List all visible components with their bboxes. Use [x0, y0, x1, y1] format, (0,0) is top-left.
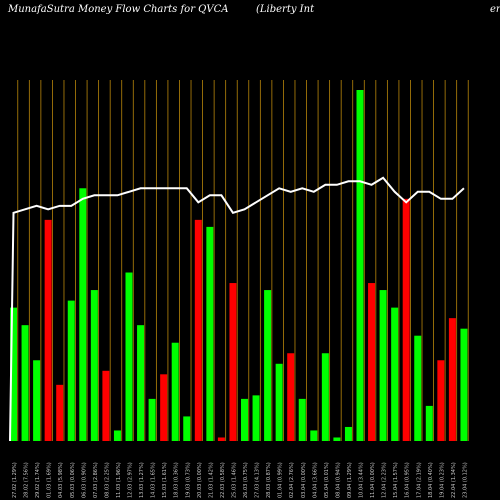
x-tick-label: 14.03 (1.65%)	[151, 462, 157, 498]
x-tick-label: 12.04 (2.23%)	[382, 462, 388, 498]
bar	[171, 342, 179, 441]
x-tick-label: 07.03 (2.86%)	[93, 462, 99, 498]
bar	[125, 272, 133, 441]
bar	[448, 318, 456, 441]
x-tick-label: 12.03 (2.97%)	[128, 462, 134, 498]
x-tick-label: 11.04 (0.00%)	[370, 462, 376, 498]
x-tick-label: 06.03 (0.90%)	[81, 462, 87, 498]
bar	[206, 226, 214, 441]
bar	[275, 363, 283, 441]
bar	[229, 283, 237, 441]
bar	[264, 290, 272, 441]
x-tick-label: 02.04 (2.76%)	[289, 462, 295, 498]
chart-title: MunafaSutra Money Flow Charts for QVCA	[8, 4, 229, 15]
bar	[368, 283, 376, 441]
bar	[90, 290, 98, 441]
bar	[102, 370, 110, 441]
bar	[437, 360, 445, 441]
bar	[379, 290, 387, 441]
grid-layer	[17, 80, 469, 441]
bar	[333, 437, 341, 441]
bar	[252, 395, 260, 441]
x-tick-label: 19.04 (0.23%)	[439, 462, 445, 498]
x-tick-label: 15.04 (1.57%)	[393, 462, 399, 498]
bar	[194, 219, 202, 441]
bar	[21, 325, 29, 441]
bar	[137, 325, 145, 441]
x-tick-label: 03.04 (0.00%)	[301, 462, 307, 498]
bar	[217, 437, 225, 441]
line-layer	[9, 176, 465, 442]
x-tick-label: 22.04 (1.34%)	[451, 462, 457, 498]
x-tick-label: 26.03 (0.75%)	[243, 462, 249, 498]
x-tick-label: 15.03 (1.61%)	[162, 462, 168, 498]
x-tick-label: 19.03 (0.73%)	[185, 462, 191, 498]
x-tick-label: 01.03 (1.69%)	[47, 462, 53, 498]
chart-subtitle: (Liberty Int	[256, 4, 315, 15]
bar	[160, 374, 168, 441]
chart-subtitle-tail: er	[490, 4, 500, 15]
bar	[183, 416, 191, 441]
bar	[402, 198, 410, 441]
bar	[321, 353, 329, 441]
x-tick-label: 25.03 (1.46%)	[231, 462, 237, 498]
bar	[287, 353, 295, 441]
x-tick-label: 05.04 (0.01%)	[324, 462, 330, 498]
bar	[33, 360, 41, 441]
x-tick-label: 08.03 (2.25%)	[104, 462, 110, 498]
bar	[79, 188, 87, 441]
x-tick-label: 17.04 (2.19%)	[416, 462, 422, 498]
x-tick-label: 28.02 (7.56%)	[24, 462, 30, 498]
bar	[241, 398, 248, 441]
bar	[310, 430, 318, 441]
x-tick-label: 18.04 (0.40%)	[428, 462, 434, 498]
x-tick-label: 22.03 (0.58%)	[220, 462, 226, 498]
bar	[298, 398, 306, 441]
bar	[344, 426, 352, 441]
x-tick-label: 29.02 (1.74%)	[35, 462, 41, 498]
bar	[356, 90, 364, 441]
x-tick-label: 05.03 (0.06%)	[70, 462, 76, 498]
x-tick-label: 16.04 (0.95%)	[405, 462, 411, 498]
x-tick-label: 23.04 (0.12%)	[462, 462, 468, 498]
bar	[414, 335, 422, 441]
x-tick-label: 13.03 (1.27%)	[139, 462, 145, 498]
bar-layer	[10, 90, 468, 441]
x-tick-label: 10.04 (3.44%)	[359, 462, 365, 498]
bar	[67, 300, 75, 441]
x-label-layer: 27.02 (1.29%) 28.02 (7.56%) 29.02 (1.74%) 0…	[12, 462, 468, 498]
x-tick-label: 04.03 (5.98%)	[58, 462, 64, 498]
money-flow-line	[9, 176, 465, 442]
x-tick-label: 27.02 (1.29%)	[12, 462, 18, 498]
x-tick-label: 01.04 (0.99%)	[278, 462, 284, 498]
x-tick-label: 20.03 (0.00%)	[197, 462, 203, 498]
x-tick-label: 08.04 (0.94%)	[335, 462, 341, 498]
x-tick-label: 28.03 (0.87%)	[266, 462, 272, 498]
bar	[44, 219, 52, 441]
x-tick-label: 21.03 (1.42%)	[208, 462, 214, 498]
bar	[10, 307, 17, 441]
x-tick-label: 09.04 (1.29%)	[347, 462, 353, 498]
bar	[460, 328, 468, 441]
bar	[148, 398, 156, 441]
x-tick-label: 18.03 (0.36%)	[174, 462, 180, 498]
bar	[391, 307, 399, 441]
x-tick-label: 04.04 (3.66%)	[312, 462, 318, 498]
bar	[56, 384, 64, 441]
x-tick-label: 11.03 (1.96%)	[116, 462, 122, 498]
x-tick-label: 27.03 (4.13%)	[255, 462, 261, 498]
bar	[113, 430, 121, 441]
bar	[425, 405, 433, 441]
